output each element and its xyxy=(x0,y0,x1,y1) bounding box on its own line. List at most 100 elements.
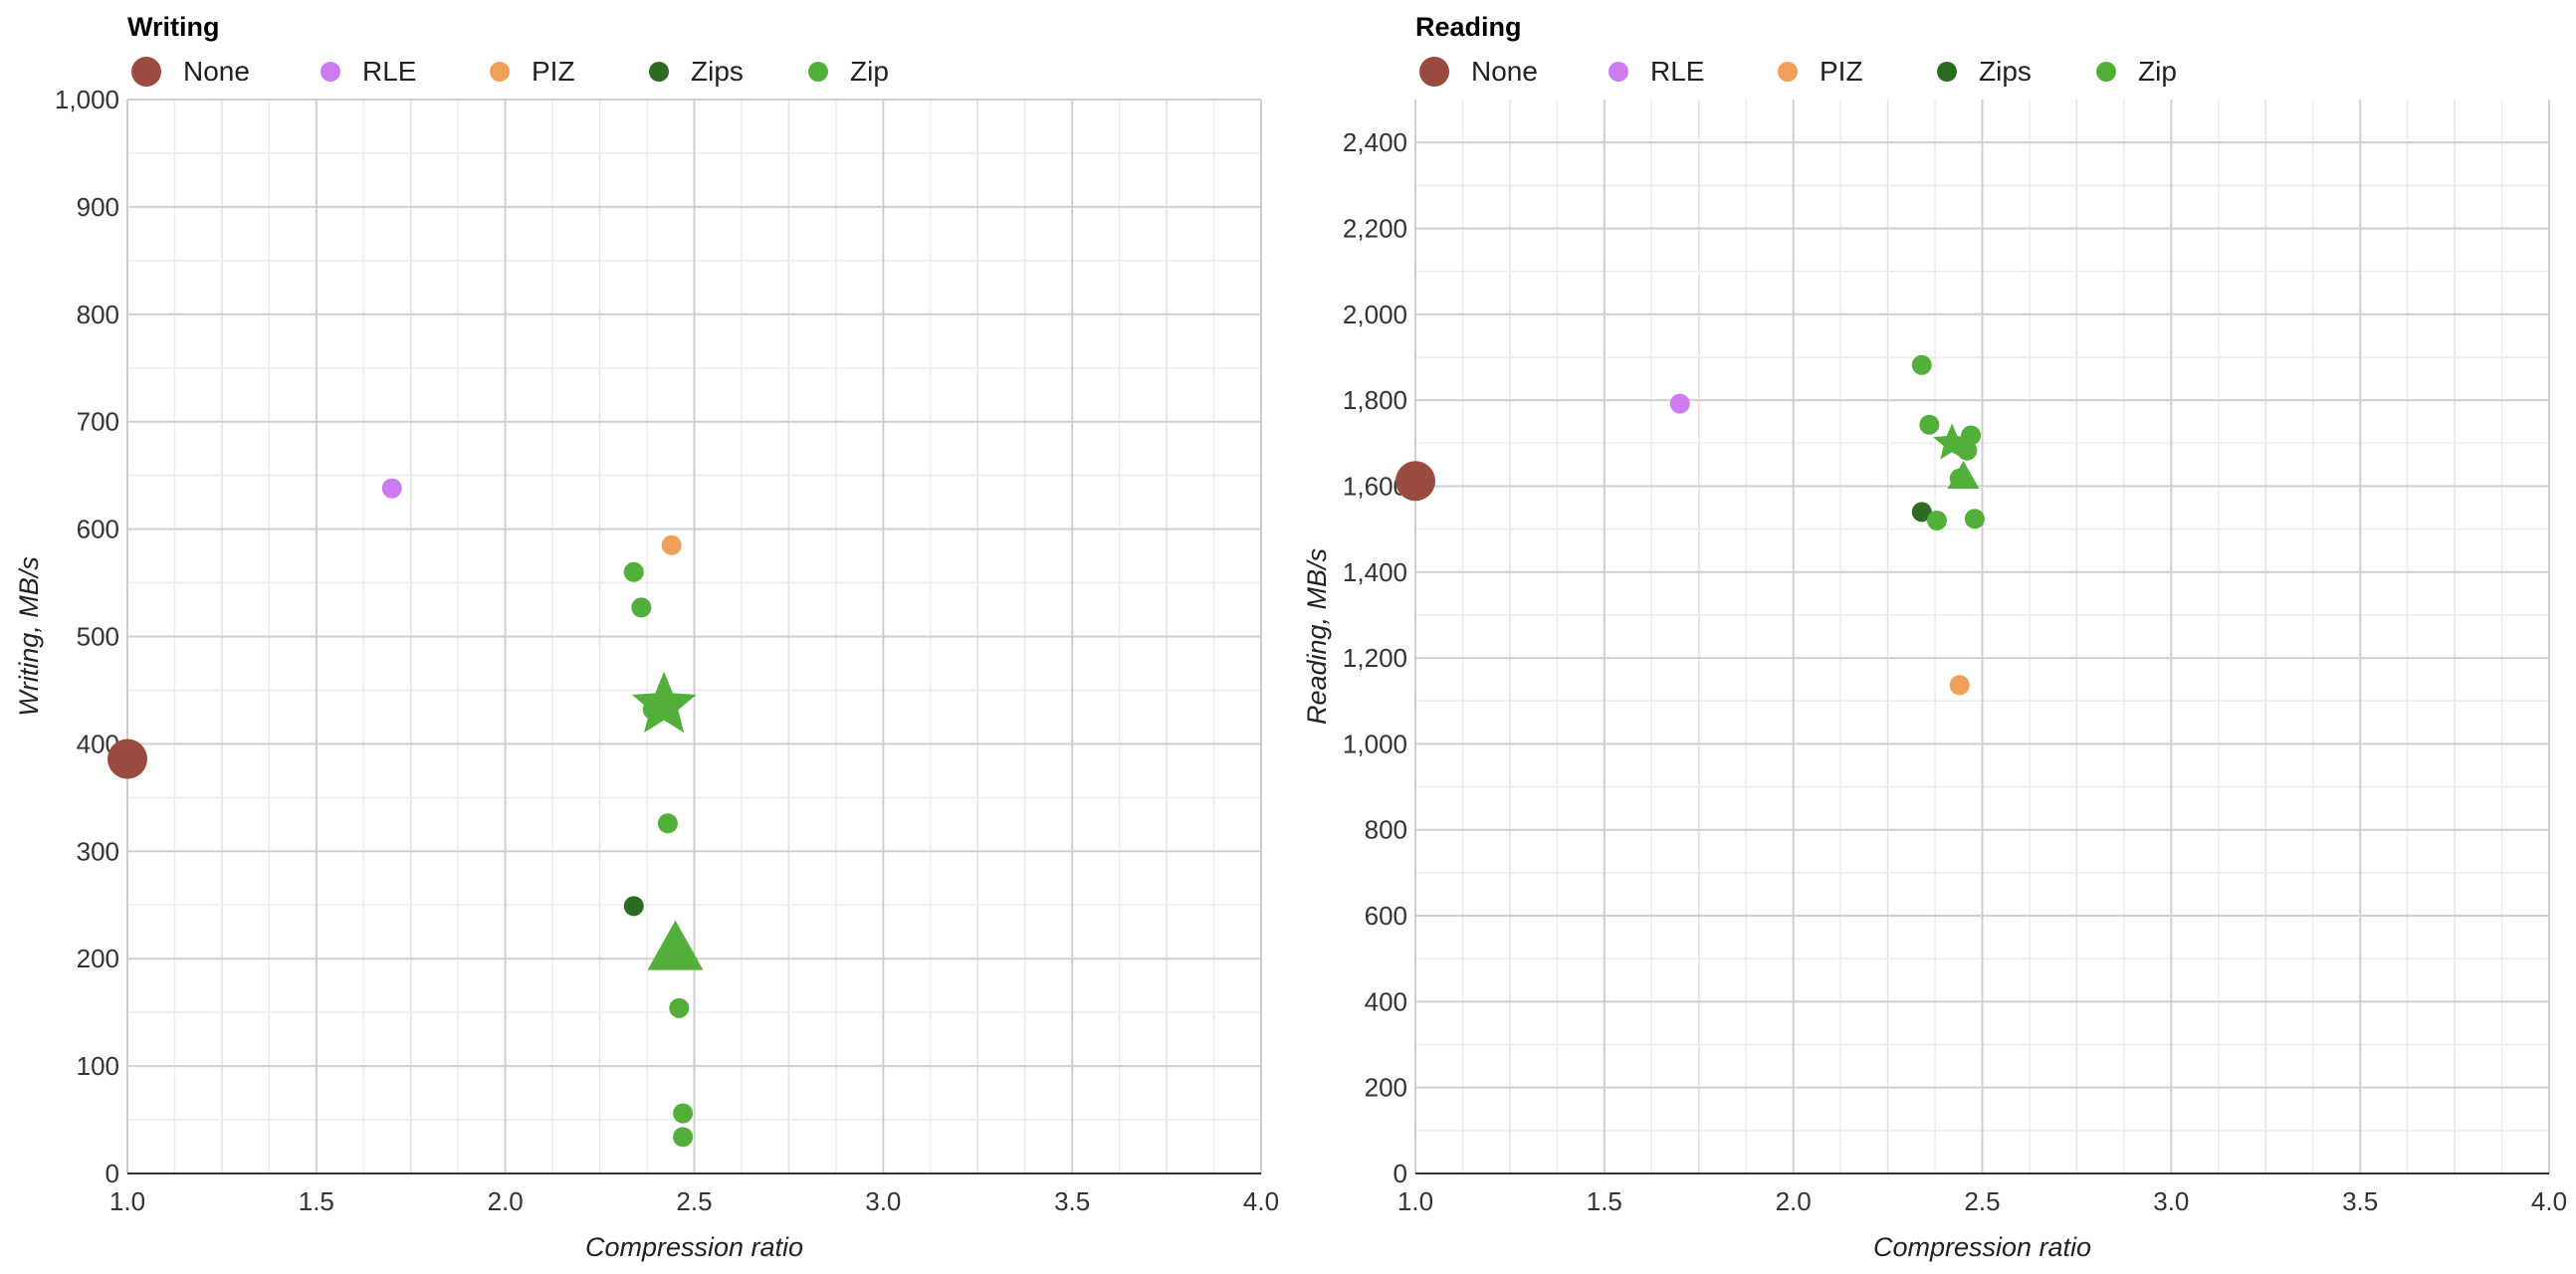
data-point-zips xyxy=(623,896,644,917)
x-tick-label: 1.0 xyxy=(1397,1186,1433,1216)
reading-scatter-plot: 1.0 1.5 2.0 2.5 3.0 3.5 4.0 0 200 400 600 800 1,000 1… xyxy=(1302,100,2567,1262)
data-point-piz xyxy=(661,534,682,555)
x-tick-label: 3.5 xyxy=(1054,1186,1090,1216)
x-tick-label: 1.5 xyxy=(299,1186,334,1216)
legend-marker-icon xyxy=(1937,62,1957,82)
y-tick-label: 800 xyxy=(1365,815,1407,845)
grid xyxy=(127,99,1262,1173)
x-tick-label: 2.0 xyxy=(1776,1186,1812,1216)
y-tick-label: 1,400 xyxy=(1343,557,1407,587)
legend-item-rle[interactable]: RLE xyxy=(321,53,416,91)
x-tick-label: 3.0 xyxy=(865,1186,901,1216)
legend-label: RLE xyxy=(1650,56,1705,87)
x-tick-label: 3.0 xyxy=(2153,1186,2189,1216)
y-tick-label: 2,400 xyxy=(1343,127,1407,157)
legend-item-piz[interactable]: PIZ xyxy=(1778,53,1863,91)
y-axis-label: Writing, MB/s xyxy=(14,556,44,717)
y-tick-label: 500 xyxy=(77,622,119,652)
legend-marker-icon xyxy=(321,62,340,82)
legend-marker-icon xyxy=(490,62,510,82)
data-point-zip xyxy=(1961,425,1982,446)
data-point-zip xyxy=(631,597,652,618)
y-tick-label: 1,000 xyxy=(1343,729,1407,758)
legend-label: None xyxy=(1471,56,1538,87)
y-tick-label: 900 xyxy=(77,192,119,222)
data-point-zip xyxy=(673,1103,694,1124)
data-point-zip xyxy=(623,561,644,582)
x-tick-label: 2.5 xyxy=(1964,1186,2000,1216)
data-point-zip xyxy=(642,699,663,720)
data-point-piz xyxy=(1949,675,1970,696)
data-point-none xyxy=(1395,461,1435,502)
legend-label: Zips xyxy=(1979,56,2032,87)
legend-label: PIZ xyxy=(532,56,575,87)
legend-marker-icon xyxy=(1419,57,1449,87)
data-point-zip xyxy=(673,1127,694,1148)
legend-item-zips[interactable]: Zips xyxy=(1937,53,2032,91)
legend-label: Zip xyxy=(850,56,889,87)
y-tick-label: 1,800 xyxy=(1343,385,1407,415)
y-tick-label: 200 xyxy=(77,944,119,973)
legend-item-zips[interactable]: Zips xyxy=(649,53,744,91)
chart-title: Reading xyxy=(1415,12,1522,42)
x-tick-label: 1.5 xyxy=(1587,1186,1622,1216)
x-tick-label: 4.0 xyxy=(1243,1186,1279,1216)
data-point-zip-triangle xyxy=(647,920,704,970)
y-tick-label: 0 xyxy=(106,1159,119,1188)
y-tick-label: 2,200 xyxy=(1343,213,1407,243)
data-point-zip-star xyxy=(631,671,697,734)
legend-label: PIZ xyxy=(1820,56,1863,87)
y-tick-label: 600 xyxy=(1365,901,1407,931)
data-point-none xyxy=(107,739,147,779)
legend-marker-icon xyxy=(649,62,669,82)
writing-scatter-plot: 1.0 1.5 2.0 2.5 3.0 3.5 4.00100200300400500600… xyxy=(14,85,1279,1262)
y-tick-label: 800 xyxy=(77,300,119,329)
legend-item-rle[interactable]: RLE xyxy=(1609,53,1704,91)
y-tick-label: 0 xyxy=(1394,1159,1407,1188)
y-tick-label: 400 xyxy=(1365,986,1407,1016)
reading-chart-panel: Reading None RLE PIZ Zips Zip 1.0 1.5 2.0 2.5 3.… xyxy=(1288,0,2576,1274)
legend-label: None xyxy=(183,56,250,87)
legend-label: Zips xyxy=(691,56,744,87)
legend-marker-icon xyxy=(131,57,161,87)
legend-item-zip[interactable]: Zip xyxy=(808,53,889,91)
legend-item-none[interactable]: None xyxy=(131,53,250,91)
y-tick-label: 200 xyxy=(1365,1073,1407,1103)
data-point-zip xyxy=(1949,468,1970,489)
x-axis-label: Compression ratio xyxy=(585,1232,803,1262)
data-point-zip xyxy=(669,997,690,1018)
legend-item-piz[interactable]: PIZ xyxy=(490,53,575,91)
y-tick-label: 100 xyxy=(77,1051,119,1081)
legend-label: Zip xyxy=(2138,56,2177,87)
x-tick-label: 2.0 xyxy=(488,1186,524,1216)
legend-label: RLE xyxy=(362,56,417,87)
data-point-zip xyxy=(1926,510,1947,531)
y-tick-label: 300 xyxy=(77,836,119,866)
data-point-zip xyxy=(1957,440,1978,461)
x-tick-label: 1.0 xyxy=(109,1186,145,1216)
legend-item-zip[interactable]: Zip xyxy=(2096,53,2177,91)
data-point-rle xyxy=(381,478,402,499)
x-tick-label: 2.5 xyxy=(676,1186,712,1216)
data-point-zip xyxy=(1964,509,1985,530)
y-tick-label: 1,000 xyxy=(55,85,119,114)
x-tick-label: 4.0 xyxy=(2531,1186,2567,1216)
legend-item-none[interactable]: None xyxy=(1419,53,1538,91)
y-tick-label: 2,000 xyxy=(1343,300,1407,329)
grid xyxy=(1415,100,2550,1173)
y-tick-label: 700 xyxy=(77,407,119,437)
data-points xyxy=(1395,354,1985,696)
data-point-zip xyxy=(657,813,678,834)
data-point-zips xyxy=(1911,502,1932,523)
chart-title: Writing xyxy=(127,12,220,42)
data-point-zip xyxy=(1919,414,1940,435)
y-axis-label: Reading, MB/s xyxy=(1302,548,1332,725)
legend-marker-icon xyxy=(808,62,828,82)
y-tick-label: 600 xyxy=(77,515,119,544)
legend-marker-icon xyxy=(2096,62,2116,82)
writing-chart-panel: Writing None RLE PIZ Zips Zip 1.0 1.5 2.0 2.5 3.… xyxy=(14,12,1279,1262)
data-point-rle xyxy=(1669,393,1690,414)
x-axis-label: Compression ratio xyxy=(1873,1232,2091,1262)
data-point-zip xyxy=(1911,354,1932,375)
data-points xyxy=(107,478,704,1148)
